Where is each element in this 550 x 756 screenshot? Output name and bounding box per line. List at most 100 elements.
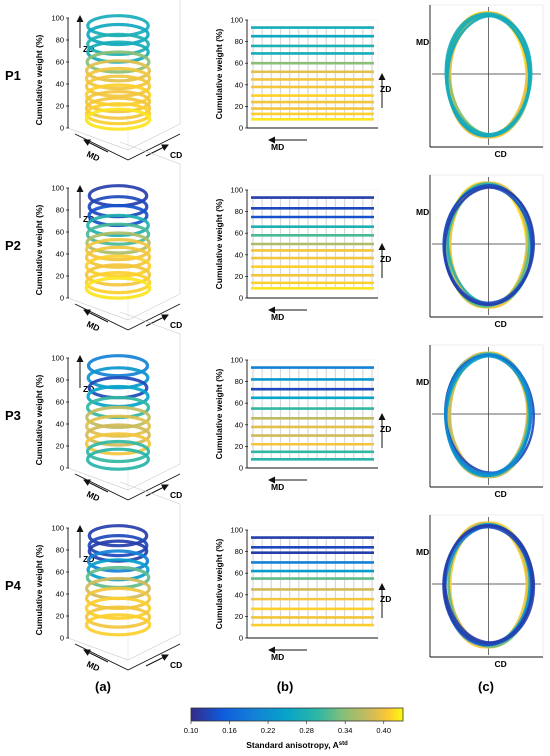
- z-tick-label: 0: [60, 634, 64, 643]
- colorbar-tick-label: 0.16: [222, 726, 237, 735]
- layer-ellipse-3d: [85, 222, 151, 246]
- md-label: MD: [271, 312, 284, 322]
- layer-ellipse-3d: [84, 432, 152, 456]
- colorbar-tick-label: 0.22: [261, 726, 276, 735]
- row-label: P3: [5, 408, 21, 423]
- z-tick-label: 60: [56, 228, 64, 237]
- box-grid: [67, 311, 181, 491]
- layer-ellipse-3d: [84, 238, 152, 262]
- layer-ellipse-3d: [84, 245, 152, 269]
- y-tick-label: 80: [235, 207, 243, 216]
- y-tick-label: 40: [235, 250, 243, 259]
- y-tick-label: 0: [239, 634, 243, 643]
- z-tick-label: 40: [56, 250, 64, 259]
- cd-label: CD: [170, 320, 182, 330]
- panel-c-top: MD CD: [416, 514, 544, 669]
- y-tick-label: 80: [235, 37, 243, 46]
- colorbar-tick-label: 0.40: [376, 726, 391, 735]
- md-label: MD: [271, 142, 284, 152]
- z-tick-label: 20: [56, 272, 64, 281]
- y-axis-label: Cumulative weight (%): [214, 369, 224, 460]
- y-tick-label: 100: [230, 526, 243, 535]
- md-arrow: [83, 309, 109, 323]
- y-tick-label: 100: [230, 186, 243, 195]
- y-axis-label: Cumulative weight (%): [214, 539, 224, 630]
- y-axis-label: Cumulative weight (%): [34, 35, 44, 126]
- panel-rows: P1 0 20 40 60 80 100 Cumulative weight (%) ZD MD C…: [5, 0, 544, 674]
- md-axis: [74, 303, 129, 331]
- layer-ellipse-3d: [84, 613, 152, 637]
- md-label: MD: [271, 482, 284, 492]
- z-tick-label: 80: [56, 36, 64, 45]
- column-label-b: (b): [277, 679, 294, 694]
- zd-label: ZD: [380, 84, 391, 94]
- md-arrow: [83, 479, 109, 493]
- cd-label: CD: [170, 660, 182, 670]
- md-label: MD: [271, 652, 284, 662]
- y-tick-label: 100: [230, 16, 243, 25]
- layer-ellipse-3d: [84, 74, 152, 98]
- layer-ellipse-3d: [87, 533, 149, 558]
- y-tick-label: 40: [235, 80, 243, 89]
- panel-c-top: MD CD: [416, 174, 544, 329]
- layer-ellipse-3d: [84, 102, 152, 126]
- cd-label: CD: [495, 319, 507, 329]
- cd-arrow: [145, 484, 169, 497]
- z-tick-label: 60: [56, 568, 64, 577]
- layer-ellipse-3d: [86, 22, 150, 47]
- z-tick-label: 20: [56, 442, 64, 451]
- panel-b-side: 0 20 40 60 80 100 Cumulative weight (%) ZD MD: [214, 356, 391, 493]
- layer-ellipse-3d: [84, 271, 152, 295]
- zd-label: ZD: [380, 424, 391, 434]
- y-tick-label: 100: [230, 356, 243, 365]
- zd-label: ZD: [380, 254, 391, 264]
- panel-row-p3: P3 0 20 40 60 80 100 Cumulative weight (%) ZD MD C…: [5, 311, 544, 503]
- layer-ellipse-3d: [86, 213, 150, 237]
- panel-row-p1: P1 0 20 40 60 80 100 Cumulative weight (%) ZD MD C…: [5, 0, 544, 163]
- colorbar-tick-label: 0.28: [299, 726, 314, 735]
- z-tick-label: 80: [56, 546, 64, 555]
- y-tick-label: 60: [235, 59, 243, 68]
- z-tick-label: 100: [51, 524, 64, 533]
- cd-label: CD: [495, 489, 507, 499]
- cd-label: CD: [170, 490, 182, 500]
- cd-axis: [127, 303, 181, 331]
- zd-label: ZD: [83, 214, 94, 224]
- layer-ellipse-3d: [84, 89, 152, 114]
- layer-ellipse-3d: [84, 596, 152, 620]
- layer-ellipse-top: [444, 12, 531, 136]
- y-axis-label: Cumulative weight (%): [214, 199, 224, 290]
- cd-label: CD: [495, 659, 507, 669]
- colorbar-title: Standard anisotropy, Astd: [246, 740, 348, 750]
- y-axis-label: Cumulative weight (%): [34, 545, 44, 636]
- layer-ellipse-3d: [84, 254, 152, 278]
- md-label: MD: [416, 377, 429, 387]
- z-tick-label: 20: [56, 612, 64, 621]
- layer-ellipse-3d: [84, 605, 152, 629]
- column-label-c: (c): [478, 679, 494, 694]
- z-tick-label: 0: [60, 294, 64, 303]
- layer-ellipse-top: [442, 524, 535, 644]
- layer-ellipse-3d: [86, 32, 150, 57]
- z-tick-label: 40: [56, 420, 64, 429]
- layer-ellipse-3d: [84, 66, 152, 91]
- layer-ellipse-3d: [84, 263, 152, 287]
- md-label: MD: [85, 149, 101, 164]
- colorbar-ticks: 0.10 0.16 0.22 0.28 0.34 0.40: [184, 721, 391, 735]
- column-labels: (a) (b) (c): [95, 679, 494, 694]
- y-tick-label: 0: [239, 464, 243, 473]
- cd-label: CD: [170, 150, 182, 160]
- md-arrow: [83, 649, 109, 663]
- row-label: P1: [5, 68, 21, 83]
- md-label: MD: [416, 547, 429, 557]
- panel-c-top: MD CD: [416, 344, 544, 499]
- layer-ellipse-3d: [84, 59, 151, 83]
- layer-ellipse-3d: [84, 96, 152, 120]
- layer-ellipse-3d: [84, 107, 152, 131]
- md-label: MD: [85, 319, 101, 334]
- md-label: MD: [85, 659, 101, 674]
- md-axis: [74, 473, 129, 501]
